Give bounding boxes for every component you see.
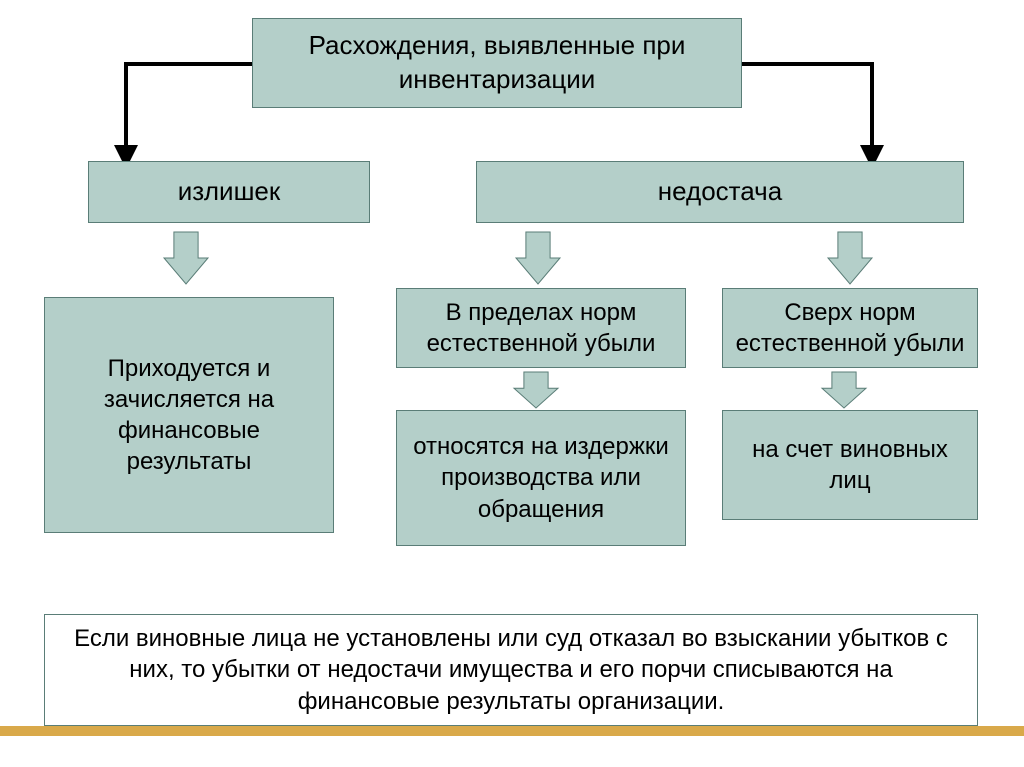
elbow-arrow-0 xyxy=(126,64,252,157)
node-surplus_result: Приходуется и зачисляется на финансовые … xyxy=(44,297,334,533)
accent-bar xyxy=(0,726,1024,736)
node-to_guilty: на счет виновных лиц xyxy=(722,410,978,520)
block-arrow-3 xyxy=(514,372,558,408)
node-footer-label: Если виновные лица не установлены или су… xyxy=(57,623,965,717)
block-arrow-1 xyxy=(516,232,560,284)
block-arrow-0 xyxy=(164,232,208,284)
node-surplus-label: излишек xyxy=(178,175,281,209)
block-arrow-4 xyxy=(822,372,866,408)
node-footer: Если виновные лица не установлены или су… xyxy=(44,614,978,726)
node-within_norms: В пределах норм естественной убыли xyxy=(396,288,686,368)
node-shortage: недостача xyxy=(476,161,964,223)
node-surplus_result-label: Приходуется и зачисляется на финансовые … xyxy=(57,353,321,478)
node-root-label: Расхождения, выявленные при инвентаризац… xyxy=(265,29,729,97)
node-to_costs-label: относятся на издержки производства или о… xyxy=(409,431,673,525)
diagram-canvas: Расхождения, выявленные при инвентаризац… xyxy=(0,0,1024,767)
node-shortage-label: недостача xyxy=(658,175,782,209)
node-over_norms: Сверх норм естественной убыли xyxy=(722,288,978,368)
node-over_norms-label: Сверх норм естественной убыли xyxy=(735,297,965,359)
node-within_norms-label: В пределах норм естественной убыли xyxy=(409,297,673,359)
node-to_guilty-label: на счет виновных лиц xyxy=(735,434,965,496)
block-arrow-2 xyxy=(828,232,872,284)
node-to_costs: относятся на издержки производства или о… xyxy=(396,410,686,546)
node-surplus: излишек xyxy=(88,161,370,223)
node-root: Расхождения, выявленные при инвентаризац… xyxy=(252,18,742,108)
elbow-arrow-1 xyxy=(742,64,872,157)
